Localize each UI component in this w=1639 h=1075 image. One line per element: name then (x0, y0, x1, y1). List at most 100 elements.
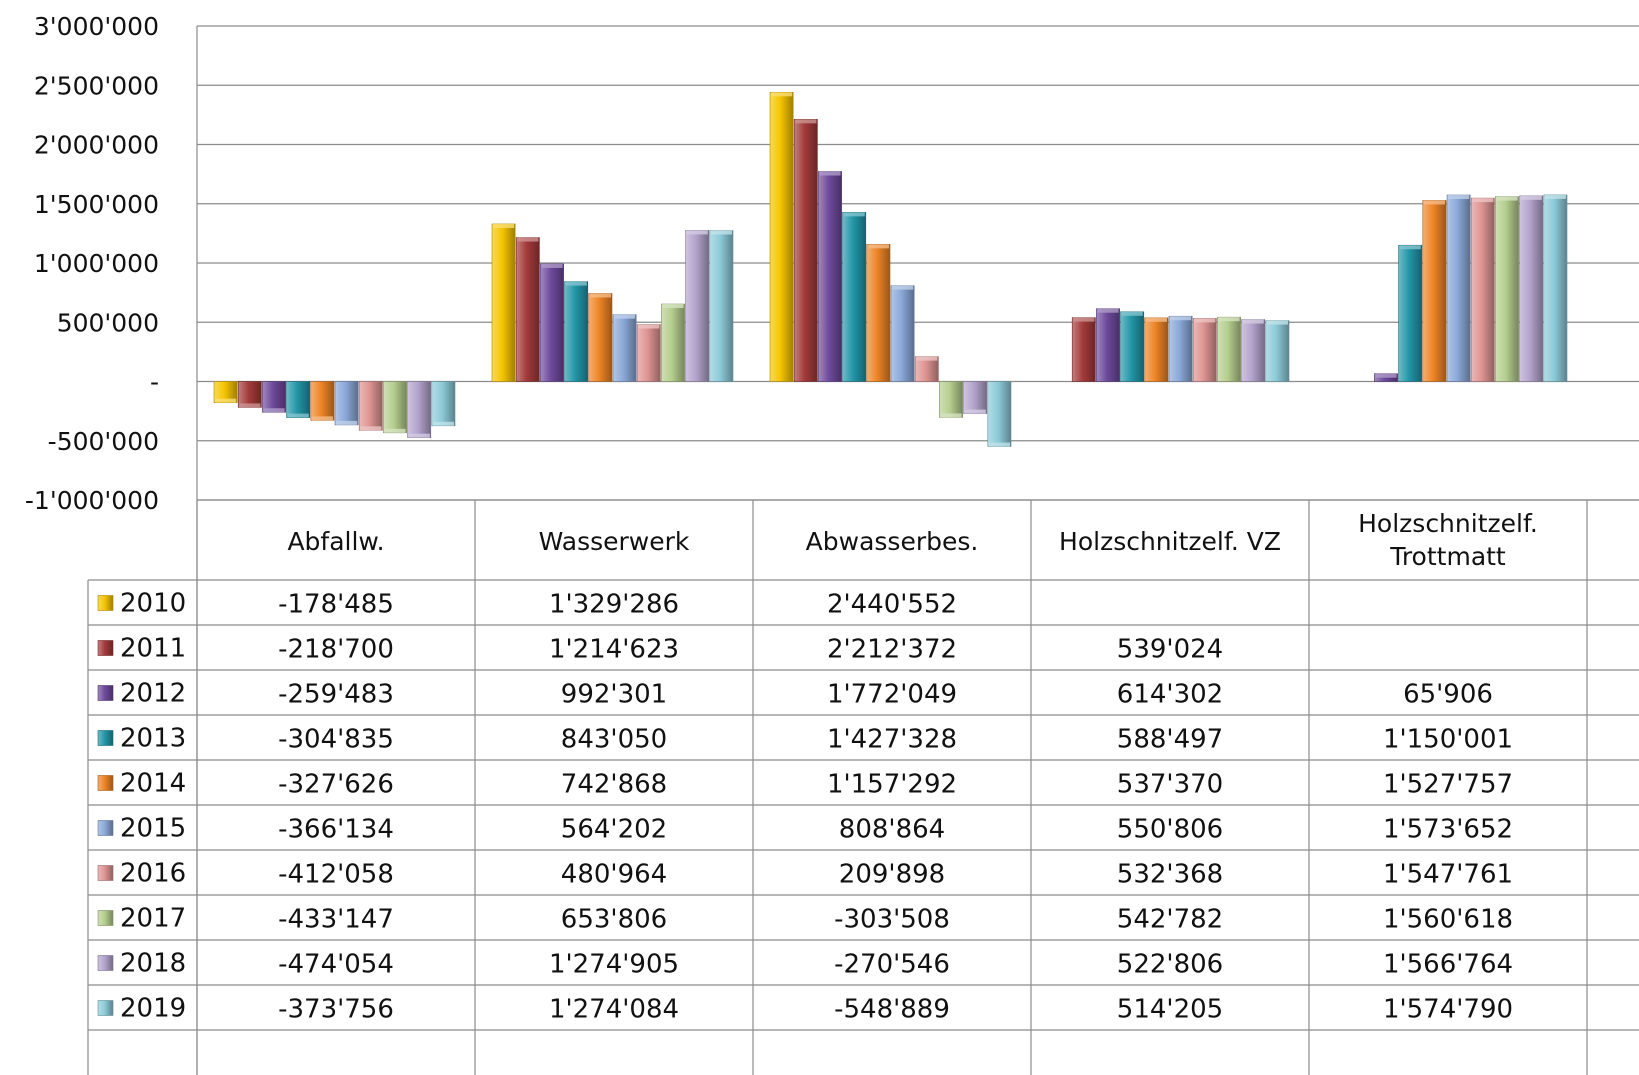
legend-key (97, 820, 114, 836)
bar (407, 381, 432, 438)
bar-bevel (867, 244, 889, 249)
bar (890, 285, 915, 382)
bar-bevel (1097, 308, 1119, 313)
bar-bevel (1266, 320, 1288, 325)
bar (1422, 200, 1447, 382)
bar (685, 230, 710, 382)
y-tick-label: 500'000 (57, 308, 159, 337)
bar (262, 381, 286, 413)
data-label: 588'497 (1117, 725, 1223, 755)
data-label: 1'329'286 (549, 590, 679, 620)
data-label: -304'835 (278, 725, 394, 755)
data-label: 65'906 (1403, 680, 1493, 710)
bar-bevel (215, 398, 237, 403)
data-label: 1'527'757 (1383, 770, 1513, 800)
data-label: -327'626 (278, 770, 394, 800)
data-label: 539'024 (1117, 635, 1223, 665)
data-label: 614'302 (1117, 680, 1223, 710)
data-label: 1'574'790 (1383, 995, 1513, 1025)
bar (286, 381, 311, 418)
bar (491, 223, 516, 382)
bar (769, 91, 794, 382)
bar-bevel (287, 413, 309, 418)
data-label: 542'782 (1117, 905, 1223, 935)
bar (709, 230, 734, 382)
bar (1192, 318, 1217, 382)
y-tick-label: 1'000'000 (34, 249, 159, 278)
bar (1168, 315, 1193, 382)
data-label: 564'202 (561, 815, 667, 845)
bar-bevel (710, 230, 732, 235)
data-label: -474'054 (278, 950, 394, 980)
data-label: 514'205 (1117, 995, 1223, 1025)
bar (1071, 317, 1096, 382)
bar-bevel (1399, 245, 1421, 250)
bar-bevel (892, 285, 914, 290)
bar-bevel (1375, 373, 1397, 378)
bar-bevel (988, 442, 1010, 447)
bar (1096, 308, 1120, 382)
bar-bevel (541, 263, 563, 268)
bar (987, 381, 1012, 447)
data-label: 537'370 (1117, 770, 1223, 800)
bar (661, 303, 685, 382)
bar-bevel (795, 119, 817, 124)
legend-key (97, 775, 114, 791)
bar-bevel (1472, 198, 1494, 203)
series-label: 2017 (120, 904, 186, 934)
bar (793, 119, 818, 382)
data-label: 522'806 (1117, 950, 1223, 980)
bar-bevel (263, 408, 285, 413)
series-label: 2014 (120, 769, 186, 799)
bar-bevel (408, 433, 430, 438)
bar-bevel (1544, 194, 1566, 199)
bar-bevel (662, 304, 684, 309)
data-label: -366'134 (278, 815, 394, 845)
data-label: 653'806 (561, 905, 667, 935)
bar (1519, 195, 1544, 382)
legend-key (97, 865, 114, 881)
bar-bevel (432, 421, 454, 426)
bar-bevel (565, 281, 587, 286)
data-label: 1'560'618 (1383, 905, 1513, 935)
bar-bevel (771, 92, 793, 97)
bar-bevel (239, 403, 261, 408)
bar-bevel (1170, 316, 1192, 321)
legend-key (97, 955, 114, 971)
legend-key (97, 730, 114, 746)
series-label: 2016 (120, 859, 186, 889)
data-label: -259'483 (278, 680, 394, 710)
category-label-line: Trottmatt (1389, 542, 1506, 571)
bar-bevel (843, 212, 865, 217)
bar-bevel (1448, 195, 1470, 200)
series-label: 2011 (120, 634, 186, 664)
bar (310, 381, 335, 421)
bar (358, 381, 383, 431)
bar-bevel (964, 409, 986, 414)
series-label: 2019 (120, 994, 186, 1024)
bar (383, 381, 407, 434)
bar-bevel (589, 293, 611, 298)
data-label: -270'546 (834, 950, 950, 980)
bar-bevel (1496, 196, 1518, 201)
data-label: 1'157'292 (827, 770, 957, 800)
bar-bevel (1145, 317, 1167, 322)
bar-bevel (819, 171, 841, 176)
category-label: Abwasserbes. (806, 527, 979, 556)
data-label: -218'700 (278, 635, 394, 665)
category-label: Holzschnitzelf. Trottmatt (1358, 509, 1538, 571)
data-label: 1'547'761 (1383, 860, 1513, 890)
data-label: -373'756 (278, 995, 394, 1025)
bar (818, 171, 842, 382)
data-label: 1'772'049 (827, 680, 957, 710)
data-label: 808'864 (839, 815, 945, 845)
bar-bevel (1218, 317, 1240, 322)
bar (431, 381, 456, 427)
bar (1543, 194, 1568, 382)
bar (636, 324, 661, 382)
series-label: 2013 (120, 724, 186, 754)
bar-bevel (614, 314, 636, 319)
bar-bevel (1073, 317, 1095, 322)
data-label: 1'274'084 (549, 995, 679, 1025)
data-label: -433'147 (278, 905, 394, 935)
